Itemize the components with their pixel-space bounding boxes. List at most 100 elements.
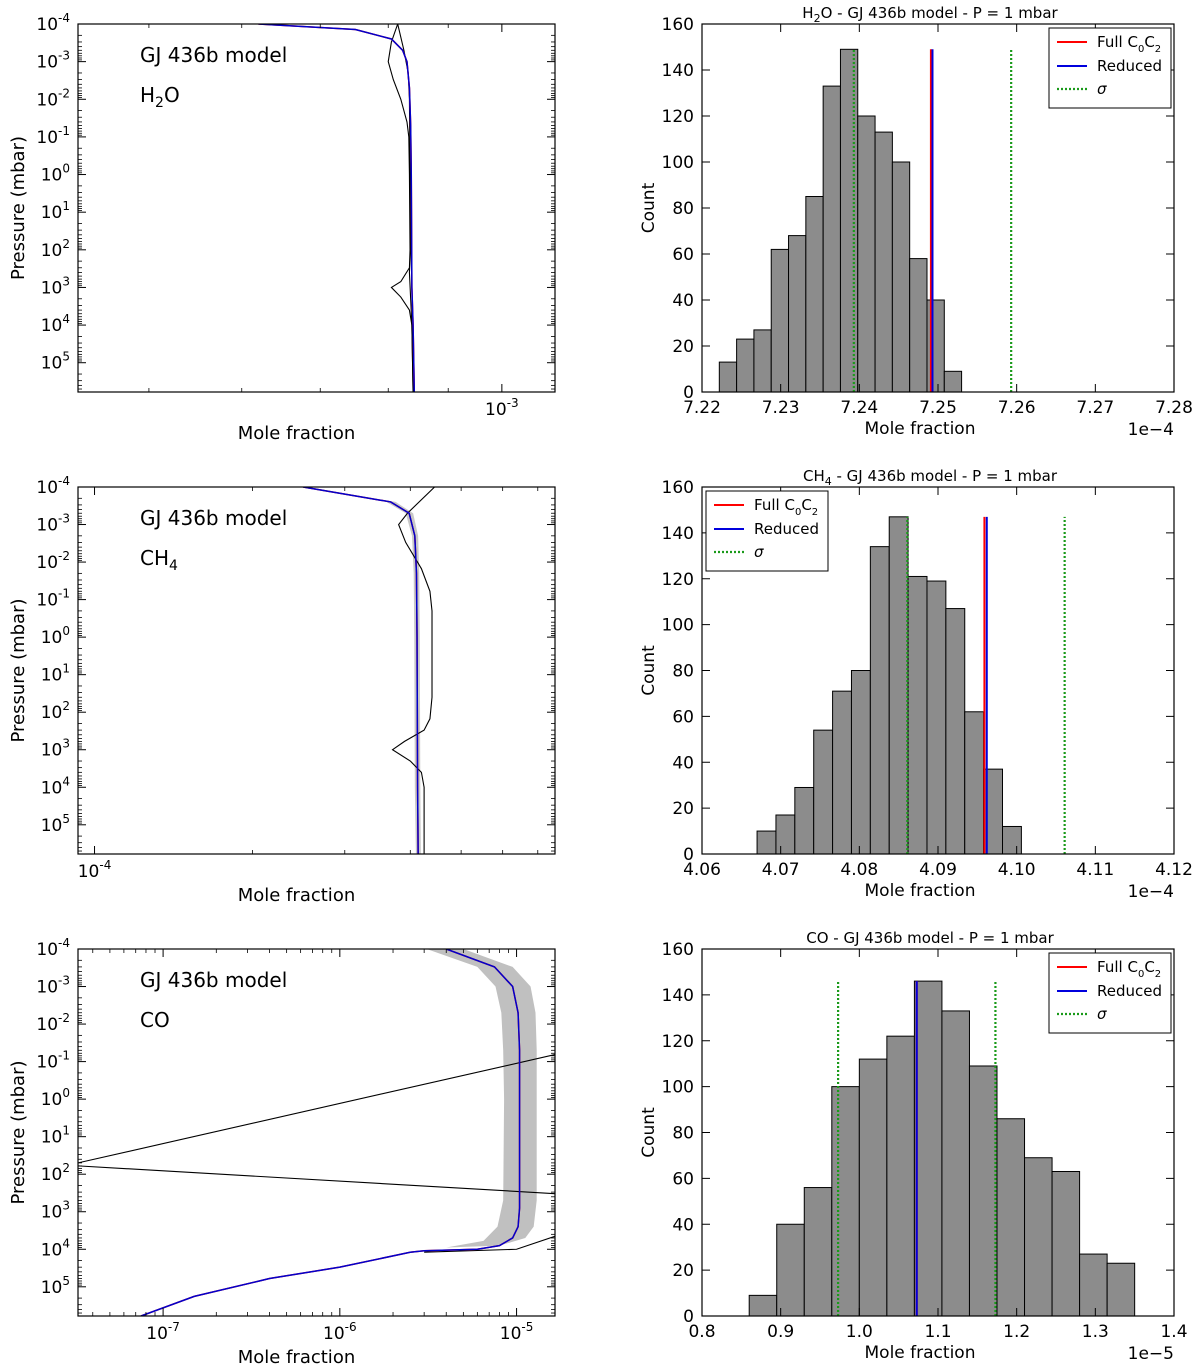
y-tick-label: 102 (41, 1161, 70, 1185)
histogram-bar (832, 690, 852, 855)
x-tick-label: 4.06 (683, 860, 721, 880)
legend-label: σ (754, 543, 764, 561)
y-tick-label: 20 (672, 337, 694, 357)
uncertainty-band (298, 487, 421, 854)
x-tick-label: 4.09 (919, 860, 957, 880)
y-tick-label: 100 (662, 153, 694, 173)
histogram-bar (775, 814, 796, 855)
x-axis-label: Mole fraction (865, 1343, 976, 1363)
x-axis-label: Mole fraction (238, 1347, 355, 1368)
histogram-bar (770, 248, 790, 393)
legend-label: σ (1097, 1005, 1107, 1023)
y-tick-label: 10-4 (36, 11, 70, 35)
panel-annotation-species: CO (140, 1008, 170, 1032)
legend-label: Reduced (754, 520, 819, 538)
y-tick-label: 0 (683, 845, 694, 865)
y-tick-label: 10-1 (36, 1049, 70, 1073)
x-tick-label: 7.25 (919, 398, 957, 418)
histogram-bar (869, 546, 890, 855)
series-line-reduced (258, 24, 416, 392)
y-tick-label: 10-4 (36, 936, 70, 960)
histogram-panel-hist-ch4: 0 20 40 60 80 100 120 140 160 4.06 4.07 4.08 4.09 4.1… (639, 467, 1193, 902)
panel-annotation-species: H2O (140, 83, 180, 111)
histogram-bar (857, 115, 876, 393)
y-tick-label: 40 (672, 1215, 694, 1235)
series-line-reference-a (387, 24, 414, 392)
plot-frame (77, 23, 556, 393)
plot-frame (77, 948, 556, 1317)
histogram-bar (794, 786, 815, 855)
y-tick-label: 101 (41, 662, 70, 686)
legend-label: σ (1097, 80, 1107, 98)
histogram-bar (831, 1086, 860, 1317)
histogram-bar (788, 235, 807, 393)
uncertainty-band (426, 949, 537, 1248)
histogram-bar (736, 338, 755, 393)
plot-frame (77, 486, 556, 855)
y-tick-label: 102 (41, 699, 70, 723)
histogram-bar (964, 711, 985, 855)
legend: Full C0C2 Reduced σ (1048, 27, 1172, 109)
histogram-bar (1106, 1262, 1136, 1317)
y-tick-label: 103 (41, 737, 70, 761)
y-tick-label: 40 (672, 291, 694, 311)
histogram-bar (748, 1294, 778, 1317)
chart-title: H2O - GJ 436b model - P = 1 mbar (802, 4, 1058, 25)
x-tick-label: 10-6 (323, 1320, 357, 1344)
y-tick-label: 80 (672, 1124, 694, 1144)
series-line-reference-a (78, 1054, 555, 1164)
histogram-bar (926, 299, 945, 393)
y-tick-label: 104 (41, 312, 70, 336)
y-tick-label: 60 (672, 707, 694, 727)
y-tick-label: 105 (41, 1274, 70, 1298)
y-tick-label: 10-1 (36, 587, 70, 611)
histogram-bar (1024, 1157, 1053, 1317)
y-tick-label: 140 (662, 61, 694, 81)
y-axis-label: Count (639, 645, 659, 696)
x-tick-label: 10-5 (500, 1320, 534, 1344)
y-tick-label: 10-2 (36, 549, 70, 573)
series-line-reference-b (78, 1165, 555, 1195)
y-tick-label: 100 (662, 1078, 694, 1098)
x-tick-label: 1.3 (1082, 1322, 1109, 1342)
x-tick-label: 7.26 (998, 398, 1036, 418)
legend-label: Full C0C2 (1097, 33, 1161, 55)
plot-area (78, 949, 555, 1316)
y-tick-label: 100 (41, 1086, 70, 1110)
y-tick-label: 103 (41, 274, 70, 298)
y-axis-label: Pressure (mbar) (8, 598, 29, 742)
histogram-bar (803, 1187, 833, 1317)
histogram-bar (968, 1065, 998, 1317)
y-tick-label: 0 (683, 383, 694, 403)
x-offset-label: 1e−5 (1128, 1344, 1174, 1364)
y-tick-label: 105 (41, 812, 70, 836)
x-axis-label: Mole fraction (865, 881, 976, 901)
y-tick-label: 104 (41, 1236, 70, 1260)
y-tick-label: 10-3 (36, 49, 70, 73)
x-axis-label: Mole fraction (865, 419, 976, 439)
x-tick-label: 4.07 (762, 860, 800, 880)
y-tick-label: 10-2 (36, 1011, 70, 1035)
y-tick-label: 160 (662, 15, 694, 35)
x-tick-label: 4.10 (998, 860, 1036, 880)
y-tick-label: 101 (41, 199, 70, 223)
y-tick-label: 101 (41, 1124, 70, 1148)
y-axis-label: Count (639, 1107, 659, 1158)
y-tick-label: 80 (672, 199, 694, 219)
y-tick-label: 40 (672, 753, 694, 773)
y-tick-label: 100 (662, 616, 694, 636)
histogram-bar (926, 580, 947, 855)
panel-annotation-model: GJ 436b model (140, 43, 287, 67)
x-tick-label: 7.22 (683, 398, 721, 418)
y-tick-label: 10-3 (36, 974, 70, 998)
histogram-bar (813, 729, 834, 855)
chart-title: CH4 - GJ 436b model - P = 1 mbar (803, 467, 1058, 488)
series-line-reference-a (391, 487, 435, 854)
chart-title: CO - GJ 436b model - P = 1 mbar (806, 929, 1054, 947)
histogram-bar (822, 85, 841, 393)
y-tick-label: 120 (662, 1032, 694, 1052)
y-tick-label: 60 (672, 1169, 694, 1189)
histogram-bar (776, 1223, 805, 1317)
x-tick-label: 10-3 (485, 396, 519, 420)
series-line-reduced (140, 949, 521, 1316)
